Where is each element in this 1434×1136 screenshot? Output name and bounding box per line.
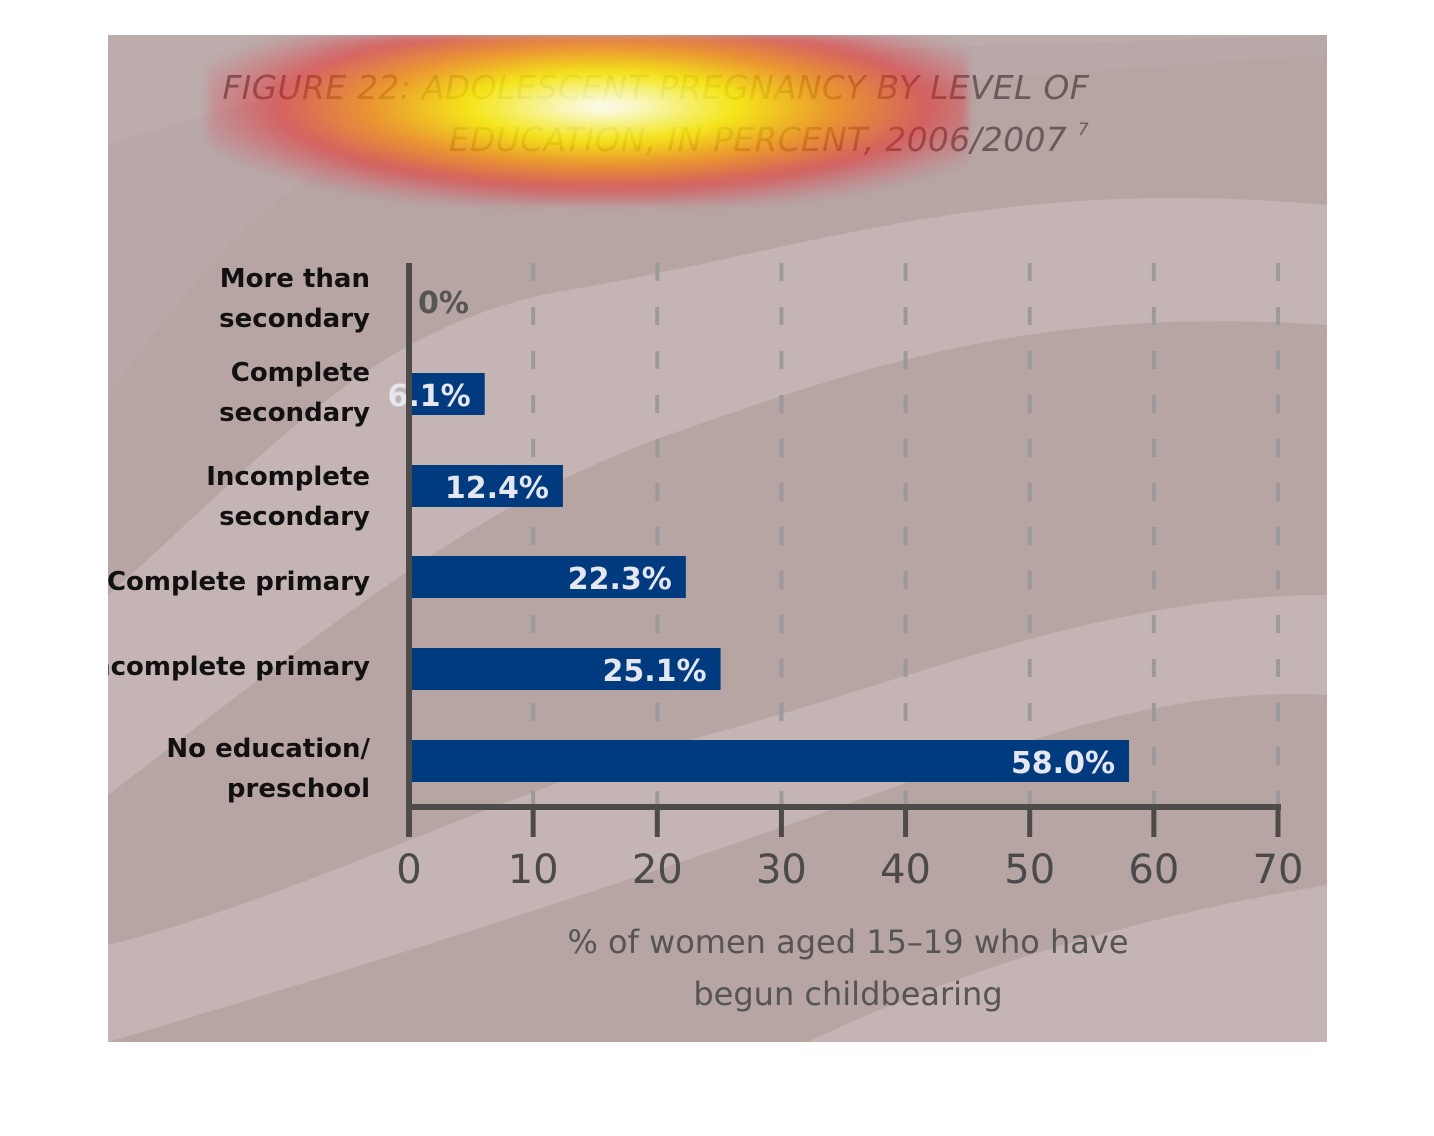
x-tick-label-70: 70 xyxy=(1253,847,1304,893)
bar-value-label-0: 0% xyxy=(418,286,469,321)
category-label-5-0: No education/ xyxy=(166,734,370,764)
x-axis-label-line-1: % of women aged 15–19 who have xyxy=(567,923,1128,961)
bar-value-label-4: 25.1% xyxy=(603,654,707,689)
category-label-2-1: secondary xyxy=(219,502,370,532)
footnote-marker: 7 xyxy=(1077,120,1089,140)
x-tick-label-50: 50 xyxy=(1004,847,1055,893)
category-label-1-0: Complete xyxy=(231,358,370,388)
bar-1 xyxy=(409,373,485,415)
x-tick-label-30: 30 xyxy=(756,847,807,893)
x-tick-label-10: 10 xyxy=(508,847,559,893)
bar-chart: 0% 6.1% 12.4% 22.3% 25.1% 58.0% More than secon… xyxy=(108,263,1304,1013)
category-label-0-1: secondary xyxy=(219,304,370,334)
x-axis-label-line-2: begun childbearing xyxy=(693,975,1002,1013)
category-label-1-1: secondary xyxy=(219,398,370,428)
bar-value-label-1: 6.1% xyxy=(388,379,471,414)
x-tick-label-20: 20 xyxy=(632,847,683,893)
bar-value-label-5: 58.0% xyxy=(1011,746,1115,781)
category-label-4-0: Incomplete primary xyxy=(108,652,370,682)
bar-value-label-2: 12.4% xyxy=(445,471,549,506)
category-label-5-1: preschool xyxy=(227,774,370,804)
category-label-0-0: More than xyxy=(220,264,370,294)
x-tick-label-0: 0 xyxy=(396,847,421,893)
bar-4 xyxy=(409,648,721,690)
chart-panel: FIGURE 22: ADOLESCENT PREGNANCY BY LEVEL… xyxy=(108,35,1327,1042)
bar-value-label-3: 22.3% xyxy=(568,562,672,597)
x-tick-label-60: 60 xyxy=(1128,847,1179,893)
bar-2 xyxy=(409,465,563,507)
category-label-2-0: Incomplete xyxy=(206,462,370,492)
category-label-3-0: Complete primary xyxy=(108,567,370,597)
bar-3 xyxy=(409,556,686,598)
bar-5 xyxy=(409,740,1130,782)
x-tick-label-40: 40 xyxy=(880,847,931,893)
